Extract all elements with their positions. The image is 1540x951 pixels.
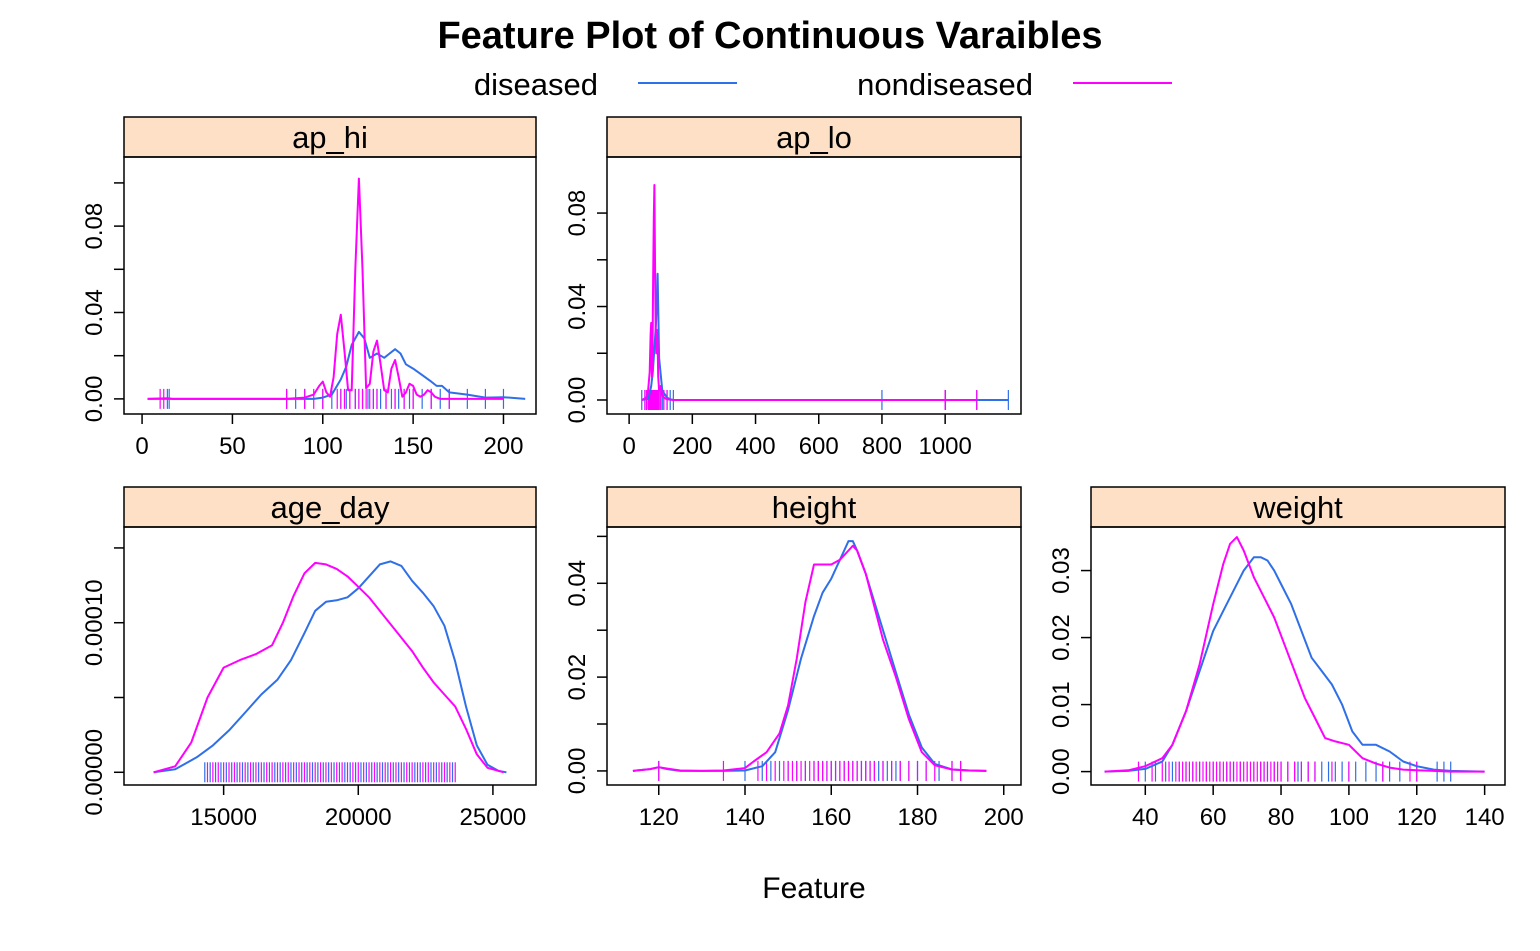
- legend: diseased nondiseased: [474, 67, 1172, 102]
- x-tick-label: 140: [725, 804, 765, 831]
- density-curve-nondiseased: [641, 184, 977, 401]
- panel-age_day: age_day 15000 20000 25000 0.00000 0.00010: [81, 486, 537, 831]
- x-tick-label: 20000: [325, 804, 392, 831]
- y-tick-label: 0.04: [564, 560, 591, 607]
- panel-height: height 120 140 160 180 200 0.00 0.02 0.04: [564, 486, 1024, 831]
- y-tick-label: 0.04: [81, 289, 108, 336]
- x-tick-label: 15000: [190, 804, 257, 831]
- y-tick-label: 0.03: [1048, 547, 1075, 594]
- y-tick-label: 0.00: [564, 377, 591, 424]
- x-tick-label: 800: [862, 433, 902, 460]
- x-tick-label: 600: [799, 433, 839, 460]
- panel-ap_hi: ap_hi 0 50 100 150 200 0.00 0.04 0.08: [81, 116, 537, 460]
- x-tick-label: 180: [897, 804, 937, 831]
- x-tick-label: 25000: [460, 804, 527, 831]
- x-tick-label: 60: [1200, 804, 1227, 831]
- plot-area: [641, 184, 1009, 410]
- plot-area: [147, 177, 526, 409]
- x-tick-label: 200: [672, 433, 712, 460]
- panel-ap_lo: ap_lo 0 200 400 600 800 1000 0.00 0.04 0.08: [564, 116, 1022, 460]
- x-tick-label: 40: [1132, 804, 1159, 831]
- x-tick-label: 100: [1329, 804, 1369, 831]
- panel-strip: [123, 116, 537, 158]
- x-tick-label: 120: [639, 804, 679, 831]
- plot-area: [1104, 536, 1485, 782]
- x-tick-label: 80: [1268, 804, 1295, 831]
- y-tick-label: 0.00000: [81, 729, 108, 816]
- panel-frame: [123, 526, 537, 786]
- x-tick-label: 120: [1397, 804, 1437, 831]
- y-tick-label: 0.01: [1048, 681, 1075, 728]
- panel-title: age_day: [271, 490, 390, 525]
- x-axis-label: Feature: [762, 872, 865, 905]
- x-tick-label: 100: [303, 433, 343, 460]
- panel-frame: [606, 526, 1022, 786]
- legend-label-nondiseased: nondiseased: [857, 67, 1033, 102]
- legend-label-diseased: diseased: [474, 67, 598, 102]
- x-tick-label: 150: [393, 433, 433, 460]
- density-curve-nondiseased: [147, 177, 504, 400]
- panel-strip: [606, 486, 1022, 528]
- x-tick-label: 400: [736, 433, 776, 460]
- density-curve-nondiseased: [153, 561, 504, 774]
- density-curve-diseased: [147, 330, 526, 400]
- y-tick-label: 0.02: [1048, 614, 1075, 661]
- y-tick-label: 0.08: [564, 190, 591, 237]
- x-tick-label: 200: [984, 804, 1024, 831]
- plot-area: [632, 540, 987, 781]
- density-curve-diseased: [1104, 556, 1485, 773]
- panel-frame: [606, 156, 1022, 415]
- y-tick-label: 0.00: [564, 748, 591, 795]
- panel-strip: [606, 116, 1022, 158]
- x-tick-label: 200: [483, 433, 523, 460]
- plot-area: [153, 560, 507, 783]
- panel-frame: [1090, 526, 1506, 786]
- y-tick-label: 0.02: [564, 654, 591, 701]
- x-tick-label: 0: [135, 433, 148, 460]
- panel-weight: weight 40 60 80 100 120 140 0.00 0.01 0.02 0.03: [1048, 486, 1506, 831]
- panel-title: ap_lo: [776, 120, 852, 155]
- panels: ap_hi 0 50 100 150 200 0.00 0.04 0.08 ap_lo 0 200 40…: [81, 116, 1506, 831]
- x-tick-label: 140: [1465, 804, 1505, 831]
- density-curve-diseased: [153, 560, 507, 774]
- y-tick-label: 0.00: [1048, 748, 1075, 795]
- x-tick-label: 0: [622, 433, 635, 460]
- density-curve-nondiseased: [632, 544, 987, 772]
- panel-title: ap_hi: [292, 120, 368, 155]
- y-tick-label: 0.04: [564, 283, 591, 330]
- y-tick-label: 0.00010: [81, 579, 108, 666]
- density-curve-diseased: [632, 540, 987, 772]
- figure-title: Feature Plot of Continuous Varaibles: [437, 15, 1102, 57]
- density-curve-nondiseased: [1104, 536, 1485, 773]
- y-tick-label: 0.00: [81, 376, 108, 423]
- panel-strip: [1090, 486, 1506, 528]
- panel-title: weight: [1252, 490, 1343, 525]
- x-tick-label: 50: [219, 433, 246, 460]
- panel-title: height: [772, 490, 857, 525]
- x-tick-label: 1000: [918, 433, 971, 460]
- panel-frame: [123, 156, 537, 415]
- y-tick-label: 0.08: [81, 203, 108, 250]
- density-curve-diseased: [641, 272, 1009, 401]
- x-tick-label: 160: [811, 804, 851, 831]
